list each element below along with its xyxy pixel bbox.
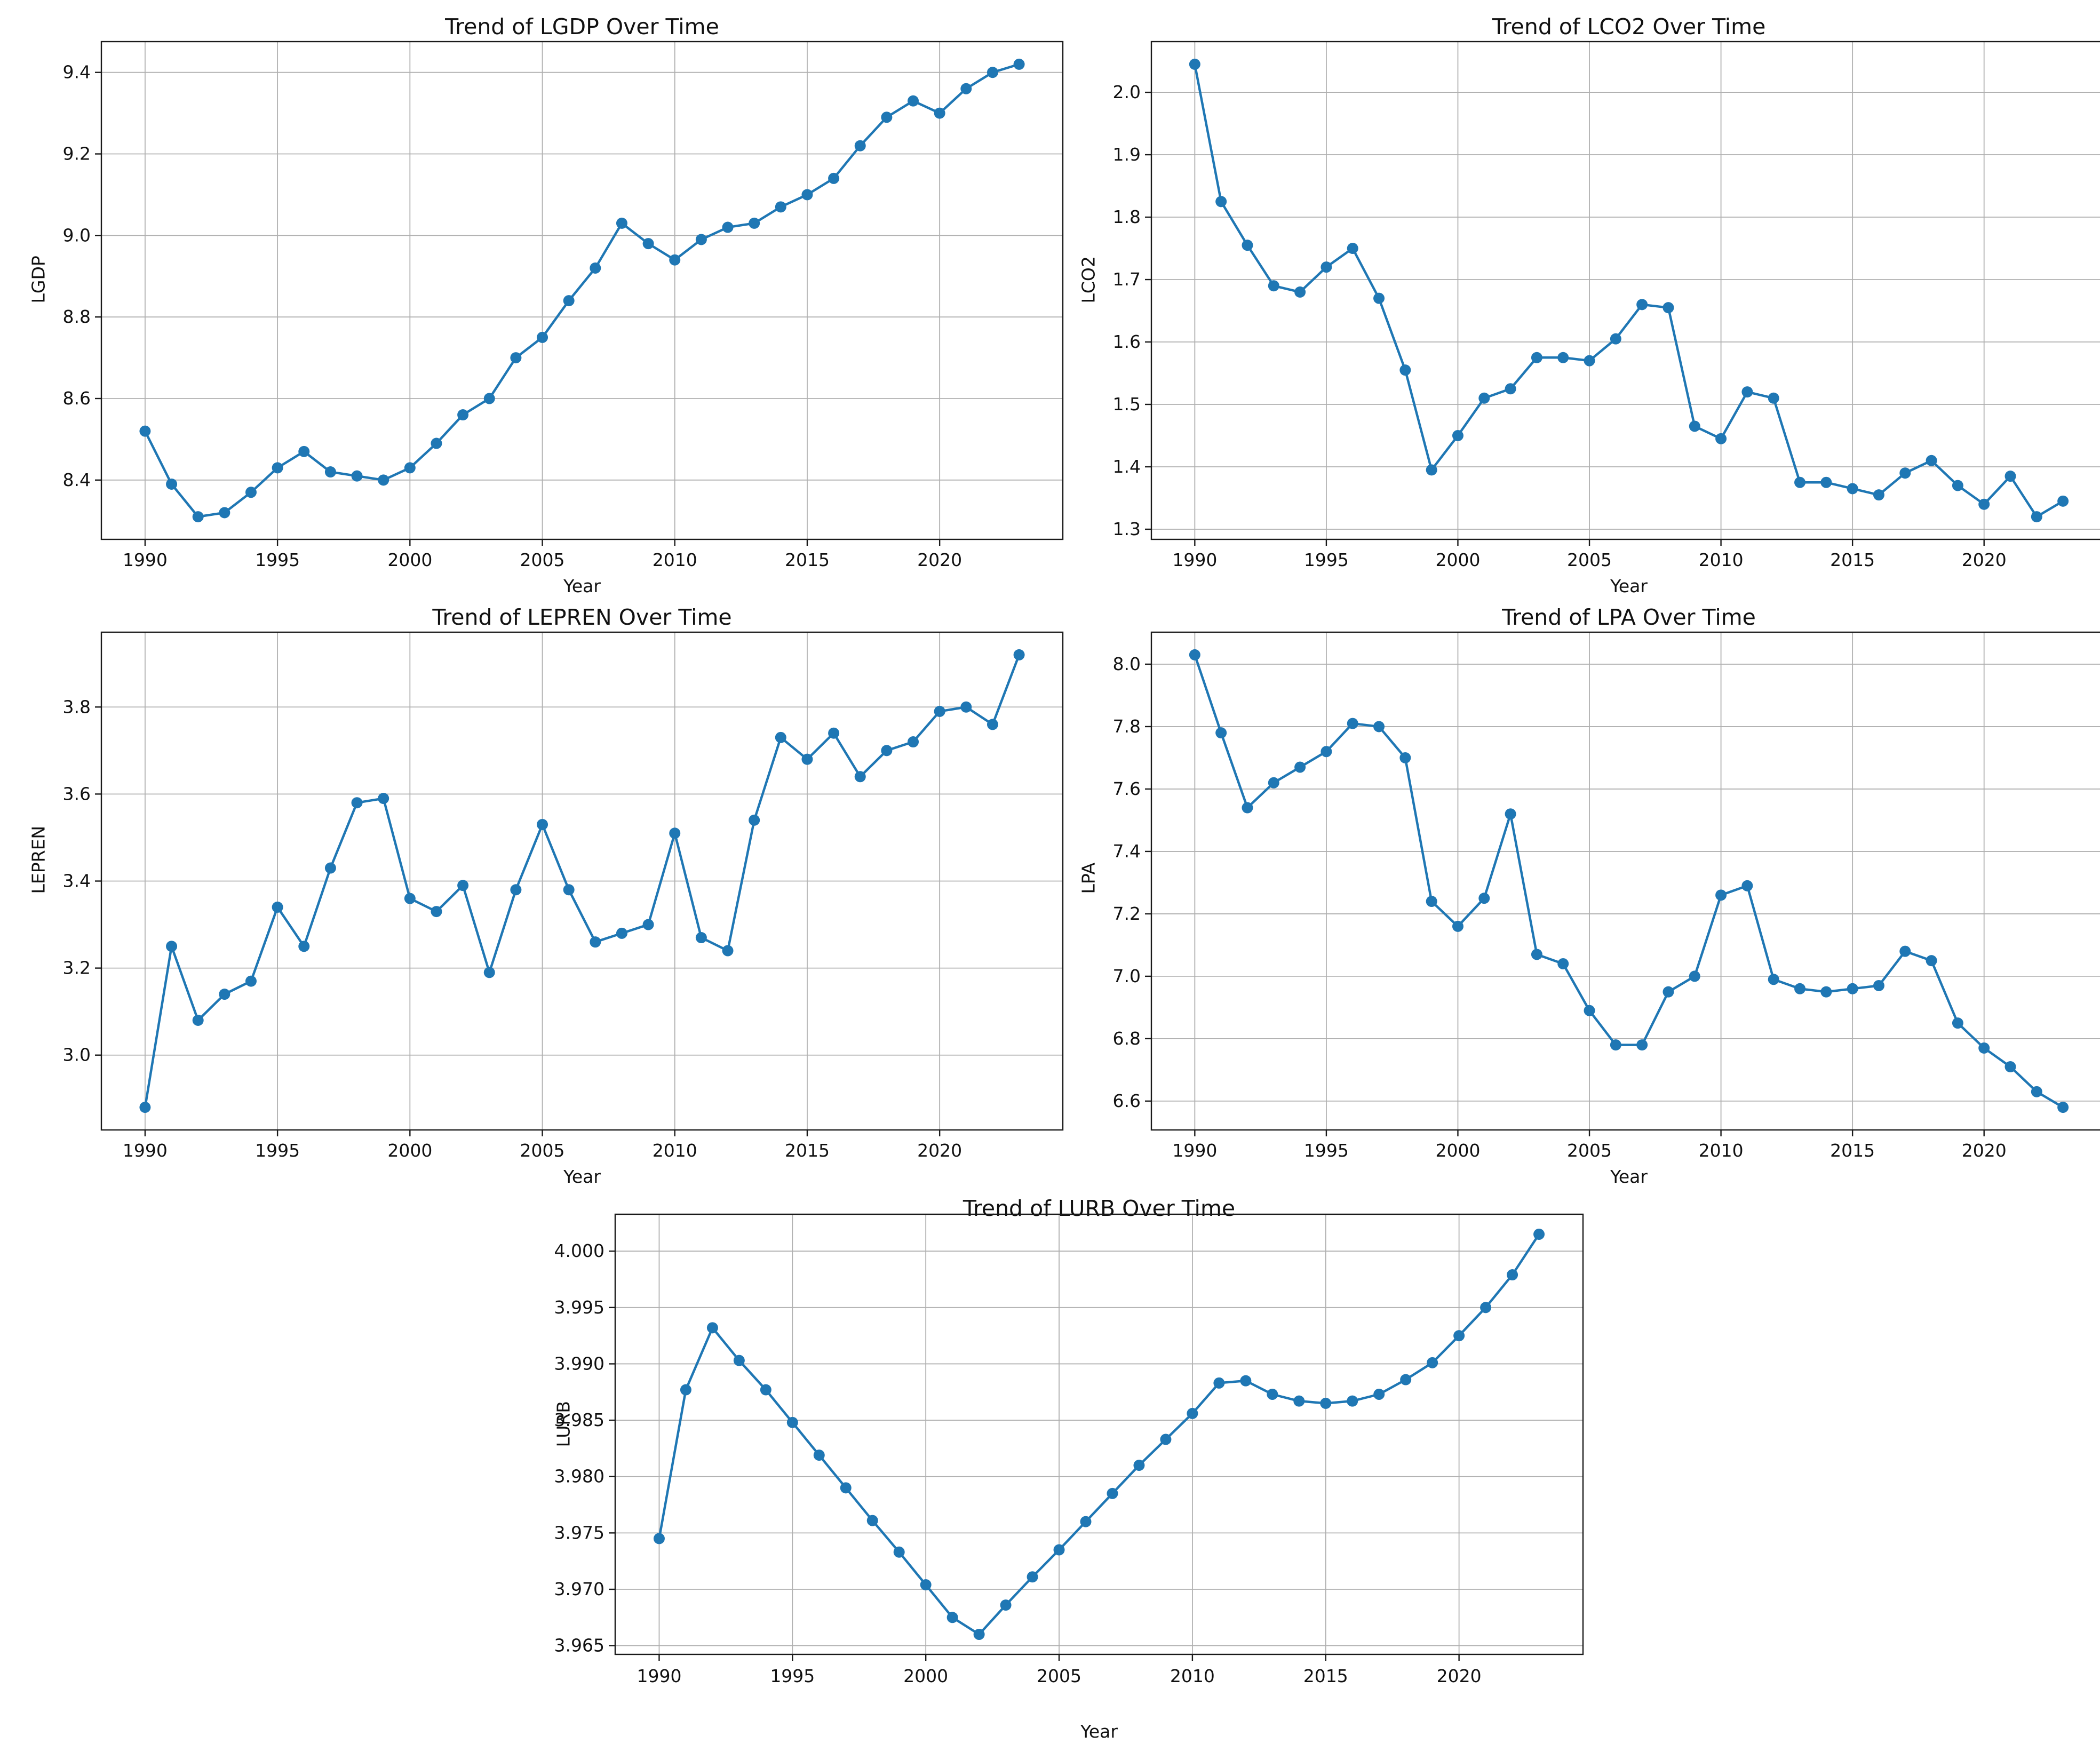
svg-text:2020: 2020 (917, 1140, 962, 1161)
svg-text:6.8: 6.8 (1113, 1028, 1141, 1049)
svg-text:8.8: 8.8 (63, 306, 91, 327)
svg-text:1995: 1995 (255, 1140, 300, 1161)
chart-title: Trend of LURB Over Time (962, 1196, 1236, 1221)
svg-text:3.975: 3.975 (554, 1522, 604, 1543)
svg-text:7.0: 7.0 (1113, 966, 1141, 986)
line-plot-lco2: 1990 1995 2000 2005 2010 2015 2020 1.3 1.4 1.5 1.6… (1113, 41, 2100, 570)
line-plot-lgdp: 1990 1995 2000 2005 2010 2015 2020 8.4 8.6 8.8 9.0… (63, 41, 1064, 570)
svg-text:2015: 2015 (1303, 1666, 1348, 1686)
svg-text:1.7: 1.7 (1113, 269, 1141, 290)
svg-text:3.965: 3.965 (554, 1635, 604, 1656)
svg-text:3.8: 3.8 (63, 696, 91, 717)
svg-text:8.4: 8.4 (63, 469, 91, 490)
chart-title: Trend of LCO2 Over Time (1492, 14, 1766, 39)
svg-text:2020: 2020 (1437, 1666, 1482, 1686)
x-axis-label: Year (1610, 576, 1648, 596)
svg-text:1995: 1995 (770, 1666, 815, 1686)
svg-text:2010: 2010 (653, 1140, 697, 1161)
svg-text:2005: 2005 (1567, 1140, 1612, 1161)
svg-text:1990: 1990 (1172, 1140, 1217, 1161)
svg-text:2020: 2020 (917, 550, 962, 570)
line-plot-lurb: 1990 1995 2000 2005 2010 2015 2020 3.965 3.970 3.… (554, 1213, 1584, 1686)
svg-text:7.4: 7.4 (1113, 841, 1141, 862)
x-axis-label: Year (1080, 1721, 1118, 1742)
svg-text:1.8: 1.8 (1113, 206, 1141, 227)
svg-text:1990: 1990 (637, 1666, 681, 1686)
svg-text:1.4: 1.4 (1113, 456, 1141, 477)
svg-text:2010: 2010 (1699, 1140, 1744, 1161)
svg-text:7.8: 7.8 (1113, 716, 1141, 737)
svg-text:3.2: 3.2 (63, 958, 91, 978)
svg-text:2005: 2005 (1037, 1666, 1081, 1686)
svg-text:3.990: 3.990 (554, 1353, 604, 1374)
svg-text:3.970: 3.970 (554, 1579, 604, 1599)
svg-text:2010: 2010 (1170, 1666, 1215, 1686)
svg-text:1.5: 1.5 (1113, 394, 1141, 415)
svg-text:7.2: 7.2 (1113, 903, 1141, 924)
svg-text:9.4: 9.4 (63, 62, 91, 83)
svg-text:2.0: 2.0 (1113, 82, 1141, 102)
svg-text:6.6: 6.6 (1113, 1090, 1141, 1111)
svg-text:3.6: 3.6 (63, 783, 91, 804)
chart-title: Trend of LEPREN Over Time (432, 604, 732, 630)
svg-text:3.980: 3.980 (554, 1466, 604, 1487)
svg-text:1990: 1990 (123, 1140, 168, 1161)
svg-text:9.2: 9.2 (63, 144, 91, 164)
svg-text:8.0: 8.0 (1113, 654, 1141, 674)
svg-text:7.6: 7.6 (1113, 778, 1141, 799)
x-axis-label: Year (563, 576, 601, 596)
chart-title: Trend of LGDP Over Time (445, 14, 719, 39)
svg-text:2015: 2015 (1830, 550, 1875, 570)
svg-text:2005: 2005 (520, 1140, 565, 1161)
svg-text:1990: 1990 (123, 550, 168, 570)
x-axis-label: Year (563, 1166, 601, 1187)
svg-text:2000: 2000 (387, 550, 432, 570)
svg-text:2000: 2000 (387, 1140, 432, 1161)
svg-text:1.9: 1.9 (1113, 144, 1141, 165)
svg-text:1995: 1995 (255, 550, 300, 570)
svg-text:2010: 2010 (1699, 550, 1744, 570)
svg-text:2000: 2000 (1435, 1140, 1480, 1161)
svg-text:2015: 2015 (785, 550, 830, 570)
svg-text:4.000: 4.000 (554, 1240, 604, 1261)
chart-panel-lgdp: Trend of LGDP Over Time LGDP 1990 1995 200… (21, 9, 1071, 596)
svg-text:1995: 1995 (1304, 550, 1349, 570)
svg-text:9.0: 9.0 (63, 225, 91, 245)
svg-text:1.3: 1.3 (1113, 519, 1141, 539)
chart-panel-lurb: Trend of LURB Over Time LURB 1990 1995 200… (546, 1190, 1596, 1744)
chart-title: Trend of LPA Over Time (1502, 604, 1756, 630)
svg-text:3.0: 3.0 (63, 1045, 91, 1065)
chart-panel-lpa: Trend of LPA Over Time LPA 1990 1995 2000 2… (1071, 599, 2100, 1187)
svg-text:2010: 2010 (653, 550, 697, 570)
svg-text:2000: 2000 (1435, 550, 1480, 570)
svg-text:3.985: 3.985 (554, 1409, 604, 1430)
svg-text:2005: 2005 (1567, 550, 1612, 570)
svg-text:2020: 2020 (1962, 1140, 2007, 1161)
svg-text:1990: 1990 (1172, 550, 1217, 570)
svg-text:3.995: 3.995 (554, 1297, 604, 1318)
svg-text:3.4: 3.4 (63, 871, 91, 891)
svg-text:8.6: 8.6 (63, 388, 91, 409)
svg-text:2000: 2000 (903, 1666, 948, 1686)
line-plot-lpa: 1990 1995 2000 2005 2010 2015 2020 6.6 6.8 7.0 7.2… (1113, 631, 2100, 1161)
chart-panel-lco2: Trend of LCO2 Over Time LCO2 1990 1995 200… (1071, 9, 2100, 596)
svg-text:2015: 2015 (1830, 1140, 1875, 1161)
svg-text:2015: 2015 (785, 1140, 830, 1161)
chart-panel-lepren: Trend of LEPREN Over Time LEPREN 1990 199… (21, 599, 1071, 1187)
line-plot-lepren: 1990 1995 2000 2005 2010 2015 2020 3.0 3.2 3.4 3.6… (63, 631, 1064, 1161)
x-axis-label: Year (1610, 1166, 1648, 1187)
svg-text:2005: 2005 (520, 550, 565, 570)
svg-text:1.6: 1.6 (1113, 331, 1141, 352)
svg-text:2020: 2020 (1962, 550, 2007, 570)
svg-text:1995: 1995 (1304, 1140, 1349, 1161)
